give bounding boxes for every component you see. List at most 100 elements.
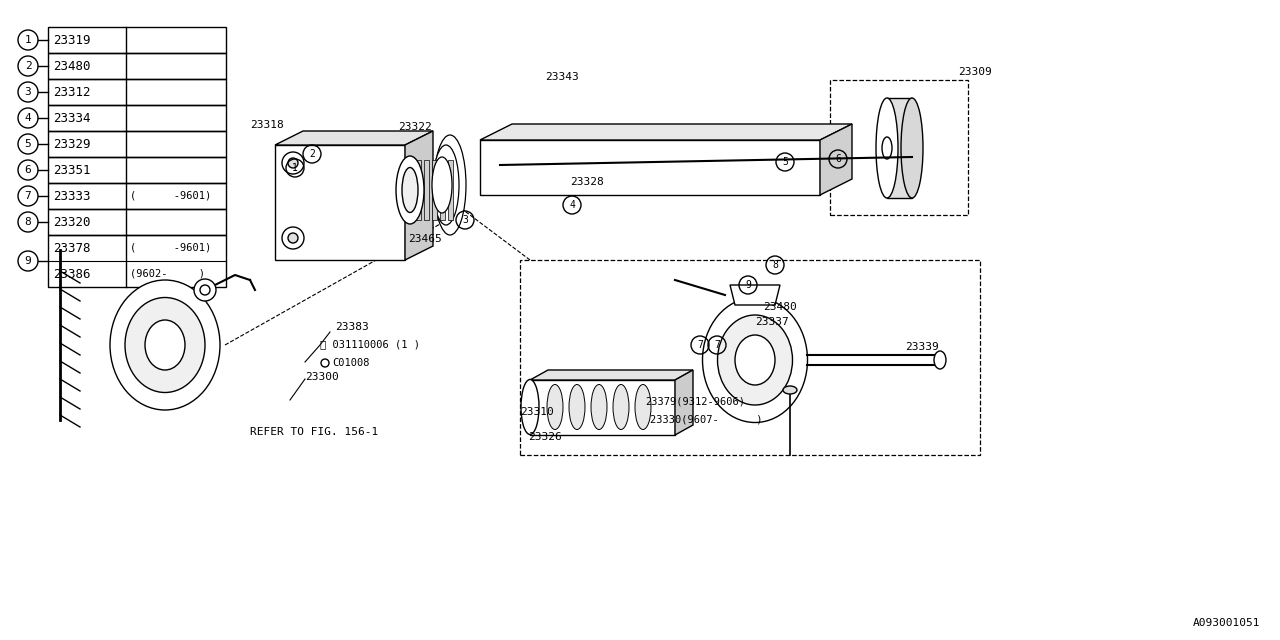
Bar: [49, 209, 227, 235]
Ellipse shape: [433, 157, 452, 213]
Text: 23318: 23318: [250, 120, 284, 130]
Ellipse shape: [591, 385, 607, 429]
Text: 23300: 23300: [305, 372, 339, 382]
Text: 23480: 23480: [763, 302, 796, 312]
Ellipse shape: [433, 145, 460, 225]
Text: 5: 5: [24, 139, 32, 149]
Text: C01008: C01008: [332, 358, 370, 368]
Bar: [49, 235, 227, 287]
Text: 23386: 23386: [52, 268, 91, 280]
Ellipse shape: [110, 280, 220, 410]
Text: 23339: 23339: [905, 342, 938, 352]
Polygon shape: [416, 160, 421, 220]
Polygon shape: [408, 160, 413, 220]
Text: 6: 6: [24, 165, 32, 175]
Ellipse shape: [718, 315, 792, 405]
Text: 4: 4: [570, 200, 575, 210]
Text: (      -9601): ( -9601): [131, 243, 211, 253]
Bar: [520, 260, 980, 455]
Text: 23337: 23337: [755, 317, 788, 327]
Text: 7: 7: [714, 340, 719, 350]
Polygon shape: [887, 98, 911, 198]
Text: 23343: 23343: [545, 72, 579, 82]
Polygon shape: [480, 140, 820, 195]
Ellipse shape: [876, 98, 899, 198]
Ellipse shape: [882, 137, 892, 159]
Text: 9: 9: [745, 280, 751, 290]
Ellipse shape: [195, 279, 216, 301]
Text: 23378: 23378: [52, 241, 91, 255]
Ellipse shape: [282, 227, 305, 249]
Text: 23328: 23328: [570, 177, 604, 187]
Text: 23383: 23383: [335, 322, 369, 332]
Polygon shape: [440, 160, 445, 220]
Text: 8: 8: [772, 260, 778, 270]
Polygon shape: [480, 124, 852, 140]
Ellipse shape: [288, 158, 298, 168]
Bar: [829, 80, 968, 215]
Ellipse shape: [934, 351, 946, 369]
Ellipse shape: [901, 98, 923, 198]
Ellipse shape: [703, 298, 808, 422]
Text: 23329: 23329: [52, 138, 91, 150]
Text: 23465: 23465: [408, 234, 442, 244]
Text: 6: 6: [835, 154, 841, 164]
Text: 23333: 23333: [52, 189, 91, 202]
Circle shape: [321, 359, 329, 367]
Ellipse shape: [402, 168, 419, 212]
Ellipse shape: [145, 320, 186, 370]
Bar: [49, 79, 227, 105]
Polygon shape: [820, 124, 852, 195]
Ellipse shape: [783, 386, 797, 394]
Polygon shape: [448, 160, 453, 220]
Text: 23330(9607-      ): 23330(9607- ): [650, 414, 763, 424]
Polygon shape: [530, 370, 692, 380]
Text: 3: 3: [24, 87, 32, 97]
Text: 23326: 23326: [529, 432, 562, 442]
Text: 9: 9: [24, 256, 32, 266]
Text: 23351: 23351: [52, 163, 91, 177]
Text: Ⓢ 031110006 (1 ): Ⓢ 031110006 (1 ): [320, 339, 420, 349]
Text: (9602-     ): (9602- ): [131, 269, 205, 279]
Text: 2: 2: [308, 149, 315, 159]
Ellipse shape: [521, 380, 539, 435]
Ellipse shape: [613, 385, 628, 429]
Text: 23322: 23322: [398, 122, 431, 132]
Text: 5: 5: [782, 157, 788, 167]
Text: 23312: 23312: [52, 86, 91, 99]
Bar: [49, 131, 227, 157]
Bar: [49, 105, 227, 131]
Polygon shape: [275, 131, 433, 145]
Text: 1: 1: [24, 35, 32, 45]
Ellipse shape: [570, 385, 585, 429]
Ellipse shape: [200, 285, 210, 295]
Ellipse shape: [396, 156, 424, 224]
Text: 2: 2: [24, 61, 32, 71]
Text: A093001051: A093001051: [1193, 618, 1260, 628]
Text: 3: 3: [462, 215, 468, 225]
Text: 23319: 23319: [52, 33, 91, 47]
Ellipse shape: [547, 385, 563, 429]
Text: 23480: 23480: [52, 60, 91, 72]
Text: 23379(9312-9606): 23379(9312-9606): [645, 397, 745, 407]
Bar: [49, 27, 227, 53]
Text: (      -9601): ( -9601): [131, 191, 211, 201]
Polygon shape: [675, 370, 692, 435]
Text: 23334: 23334: [52, 111, 91, 125]
Ellipse shape: [434, 135, 466, 235]
Text: 8: 8: [24, 217, 32, 227]
Polygon shape: [275, 145, 404, 260]
Text: 7: 7: [24, 191, 32, 201]
Ellipse shape: [282, 152, 305, 174]
Ellipse shape: [735, 335, 774, 385]
Polygon shape: [404, 131, 433, 260]
Text: 4: 4: [24, 113, 32, 123]
Text: 23309: 23309: [957, 67, 992, 77]
Polygon shape: [530, 380, 675, 435]
Text: 23320: 23320: [52, 216, 91, 228]
Text: 1: 1: [292, 163, 298, 173]
Ellipse shape: [125, 298, 205, 392]
Bar: [49, 53, 227, 79]
Ellipse shape: [288, 233, 298, 243]
Polygon shape: [433, 160, 436, 220]
